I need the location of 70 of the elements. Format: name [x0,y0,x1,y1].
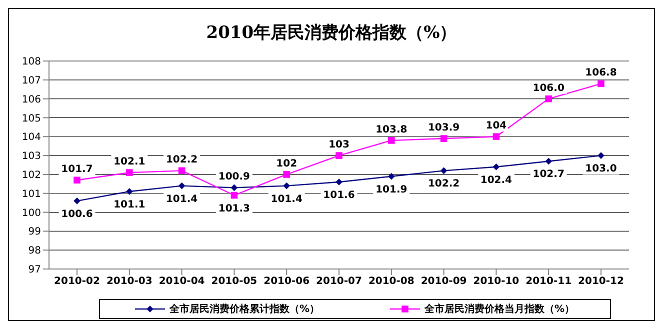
point [74,198,80,204]
data-label: 101.7 [61,164,93,176]
data-label: 102.7 [532,169,564,180]
x-tick-label: 2010-05 [211,276,258,288]
point [545,158,552,165]
point [388,137,395,144]
data-label: 101.3 [218,203,250,214]
y-tick-label: 101 [22,188,41,200]
y-tick-label: 108 [22,56,41,68]
data-label: 103.9 [428,122,460,134]
point [545,95,552,102]
data-label: 101.6 [323,190,355,202]
data-label: 104 [486,120,507,132]
point [440,135,448,142]
y-tick-label: 100 [22,208,41,219]
data-label: 102.2 [428,178,460,190]
data-label: 106.8 [585,68,617,79]
point [598,152,604,159]
data-label: 102.4 [480,174,512,186]
point [283,171,290,178]
data-label: 100.9 [218,172,250,183]
data-label: 101.4 [270,194,302,205]
data-label: 102 [276,158,298,170]
x-tick-label: 2010-07 [316,276,362,288]
point [492,133,500,140]
x-tick-label: 2010-06 [264,276,310,288]
data-label: 101.4 [166,194,198,205]
point [283,182,290,190]
point [440,167,448,174]
point [126,169,133,176]
legend-label: 全市居民消费价格当月指数（%） [424,302,575,316]
point [492,163,500,170]
point [336,178,342,186]
data-label: 103.8 [376,124,408,136]
x-tick-label: 2010-04 [158,276,205,288]
legend-label: 全市居民消费价格累计指数（%） [169,302,320,316]
x-tick-label: 2010-09 [420,276,467,288]
chart-title: 2010年居民消费价格指数（%） [205,22,458,45]
point [230,192,238,199]
data-label: 103 [328,140,350,151]
y-tick-label: 105 [22,113,41,124]
y-tick-label: 102 [22,170,41,182]
data-label: 100.6 [61,208,93,220]
data-label: 106.0 [532,82,564,94]
x-tick-label: 2010-10 [473,276,520,288]
x-tick-label: 2010-03 [106,276,152,288]
x-tick-label: 2010-11 [526,276,572,288]
data-label: 102.2 [166,154,198,166]
point [388,172,395,180]
data-label: 102.1 [114,156,146,168]
data-label: 101.1 [114,199,146,210]
y-tick-label: 98 [28,246,41,257]
point [230,184,238,192]
y-tick-label: 104 [22,132,41,144]
y-tick-label: 97 [28,264,41,276]
point [336,152,342,159]
point [74,176,80,184]
point [126,188,133,195]
point [178,167,186,174]
x-tick-label: 2010-08 [368,276,414,288]
x-tick-label: 2010-02 [54,276,100,288]
y-tick-label: 103 [22,151,41,162]
y-tick-label: 106 [22,94,41,106]
y-tick-label: 99 [28,226,41,238]
y-tick-label: 107 [22,75,41,86]
point [178,182,186,190]
data-label: 103.0 [585,164,617,175]
point [598,80,604,88]
x-tick-label: 2010-12 [578,276,624,288]
data-label: 101.9 [376,184,408,196]
